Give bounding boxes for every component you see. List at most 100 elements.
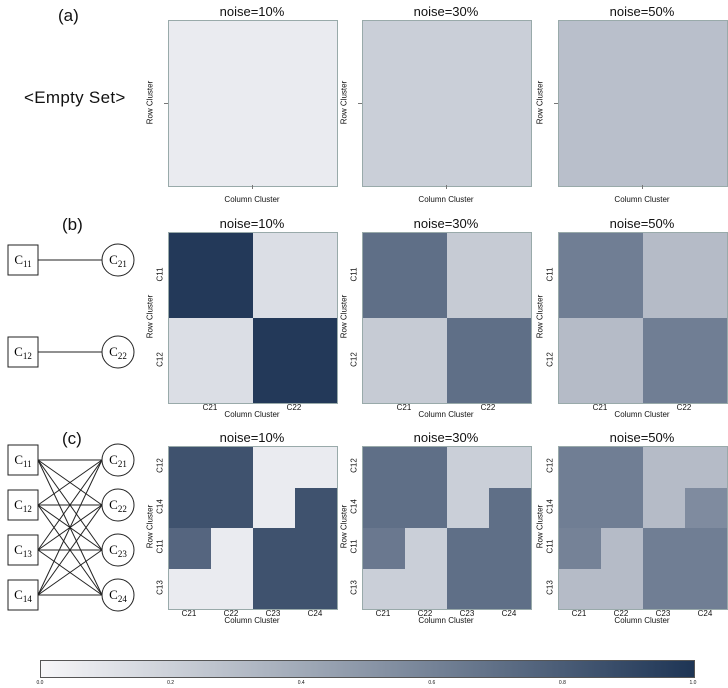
x-tick-label: C23 xyxy=(265,609,281,618)
panel-label-c: (c) xyxy=(62,429,82,448)
heatmap-cell xyxy=(363,318,448,403)
heatmap-cell xyxy=(405,568,448,609)
heatmap-cell xyxy=(685,447,727,488)
empty-set-label: <Empty Set> xyxy=(24,88,126,107)
x-tick-label: C21 xyxy=(571,609,587,618)
heatmap-cell xyxy=(559,568,602,609)
y-axis-label: Row Cluster xyxy=(145,80,155,124)
diagram-row-node xyxy=(7,534,39,566)
heatmap-cell xyxy=(559,318,644,403)
y-axis-label: Row Cluster xyxy=(535,80,545,124)
colorbar-tick-label: 0.0 xyxy=(36,680,44,686)
heatmap-cell xyxy=(363,487,406,529)
diagram-node-label: C21 xyxy=(109,452,127,469)
colorbar-tick-label: 0.4 xyxy=(297,680,305,686)
heatmap-cell xyxy=(253,487,296,529)
y-axis-label: Row Cluster xyxy=(145,504,155,549)
heatmap-cell xyxy=(253,568,296,609)
heatmap-cell xyxy=(643,487,686,529)
diagram-edge xyxy=(37,459,103,551)
heatmap-b-0 xyxy=(168,232,338,404)
diagram-node-label: C22 xyxy=(109,497,127,514)
x-tick-label: C23 xyxy=(459,609,475,618)
x-tick-label: C21 xyxy=(396,403,412,412)
panel-label-a: (a) xyxy=(58,6,79,25)
diagram-node-label: C11 xyxy=(14,252,31,269)
diagram-node-label: C12 xyxy=(14,497,32,514)
y-tick-label: C11 xyxy=(349,539,359,554)
diagram-node-label: C13 xyxy=(14,542,32,559)
y-axis-label: Row Cluster xyxy=(535,294,545,339)
heatmap-cell xyxy=(559,447,602,488)
x-tick-label: C23 xyxy=(655,609,671,618)
y-tick-label: C11 xyxy=(349,266,359,282)
heatmap-cell xyxy=(211,568,254,609)
heatmap-cell xyxy=(363,21,531,186)
y-axis-label: Row Cluster xyxy=(145,294,155,339)
x-tick-label: C21 xyxy=(202,403,218,412)
x-tick-label: C21 xyxy=(181,609,197,618)
diagram-node-label: C23 xyxy=(109,542,127,559)
heatmap-a-2 xyxy=(558,20,728,187)
y-tick-label: C14 xyxy=(155,498,165,514)
heatmap-cell xyxy=(489,447,531,488)
heatmap-cell xyxy=(447,487,490,529)
heatmap-cell xyxy=(169,528,212,569)
y-tick-label: C11 xyxy=(155,539,165,554)
y-tick-mark xyxy=(554,102,558,104)
heatmap-cell xyxy=(601,447,644,488)
diagram-row-node xyxy=(7,489,39,521)
y-tick-label: C12 xyxy=(545,351,555,367)
x-axis-label: Column Cluster xyxy=(224,616,280,625)
diagram-col-node xyxy=(101,443,135,477)
diagram-edge xyxy=(37,459,103,506)
heatmap-cell xyxy=(253,528,296,569)
heatmap-cell xyxy=(363,447,406,488)
diagram-col-node xyxy=(101,578,135,612)
heatmap-title: noise=10% xyxy=(219,430,285,445)
heatmap-cell xyxy=(489,487,531,529)
heatmap-cell xyxy=(295,447,337,488)
heatmap-cell xyxy=(489,568,531,609)
diagram-node-label: C11 xyxy=(14,452,31,469)
x-axis-label: Column Cluster xyxy=(224,195,280,204)
x-axis-label: Column Cluster xyxy=(614,195,670,204)
heatmap-title: noise=30% xyxy=(413,4,479,19)
heatmap-cell xyxy=(363,568,406,609)
x-axis-label: Column Cluster xyxy=(614,616,670,625)
heatmap-cell xyxy=(169,487,212,529)
heatmap-cell xyxy=(253,447,296,488)
heatmap-cell xyxy=(643,318,727,403)
x-tick-label: C21 xyxy=(375,609,391,618)
y-axis-label: Row Cluster xyxy=(339,294,349,339)
heatmap-cell xyxy=(405,447,448,488)
heatmap-b-1 xyxy=(362,232,532,404)
heatmap-cell xyxy=(211,487,254,529)
diagram-edge xyxy=(37,459,103,596)
x-axis-label: Column Cluster xyxy=(418,195,474,204)
diagram-row-node xyxy=(7,444,39,476)
x-tick-label: C21 xyxy=(592,403,608,412)
y-tick-label: C11 xyxy=(545,266,555,282)
heatmap-title: noise=50% xyxy=(609,430,675,445)
heatmap-cell xyxy=(447,233,531,319)
diagram-col-node xyxy=(101,488,135,522)
y-tick-label: C11 xyxy=(155,266,165,282)
y-tick-label: C13 xyxy=(349,579,359,595)
heatmap-title: noise=50% xyxy=(609,216,675,231)
heatmap-cell xyxy=(295,487,337,529)
y-tick-label: C12 xyxy=(545,458,555,474)
y-tick-label: C14 xyxy=(545,498,555,514)
heatmap-cell xyxy=(447,447,490,488)
y-tick-label: C12 xyxy=(349,351,359,367)
diagram-node-label: C12 xyxy=(14,344,32,361)
y-axis-label: Row Cluster xyxy=(339,504,349,549)
heatmap-cell xyxy=(601,487,644,529)
x-axis-label: Column Cluster xyxy=(418,616,474,625)
x-tick-label: C24 xyxy=(501,609,517,618)
heatmap-cell xyxy=(363,528,406,569)
heatmap-cell xyxy=(253,233,337,319)
heatmap-cell xyxy=(169,318,254,403)
heatmap-cell xyxy=(169,447,212,488)
x-tick-mark xyxy=(446,185,447,189)
